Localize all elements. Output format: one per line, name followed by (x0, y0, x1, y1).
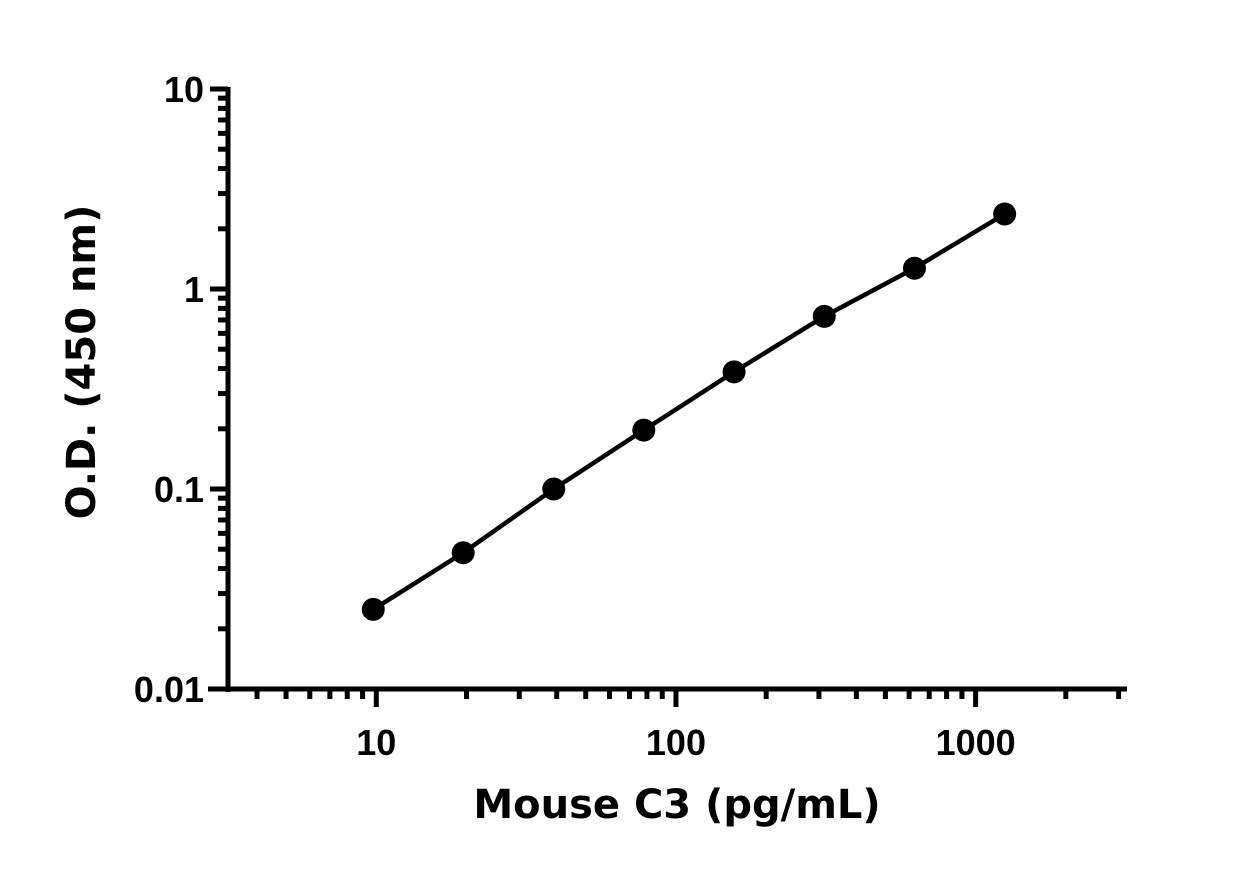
y-axis: 0.01 0.1 1 10 (134, 69, 231, 710)
data-point (542, 477, 566, 501)
data-point (451, 541, 475, 565)
data-point (812, 304, 836, 328)
y-tick-label: 0.01 (134, 669, 204, 710)
data-point (993, 202, 1017, 226)
x-tick-label: 10 (356, 722, 396, 763)
data-point (632, 418, 656, 442)
x-tick-label: 100 (646, 722, 706, 763)
data-point (722, 360, 746, 384)
y-tick-label: 1 (184, 269, 204, 310)
y-axis-title: O.D. (450 nm) (59, 205, 105, 520)
y-tick-label: 0.1 (154, 469, 204, 510)
plot-area (361, 202, 1017, 621)
data-point (902, 256, 926, 280)
x-tick-label: 1000 (936, 722, 1016, 763)
series-line (372, 212, 1006, 612)
y-tick-label: 10 (164, 69, 204, 110)
x-axis: 10 100 1000 (208, 686, 1127, 763)
x-axis-title: Mouse C3 (pg/mL) (473, 782, 880, 828)
data-point (361, 597, 385, 621)
